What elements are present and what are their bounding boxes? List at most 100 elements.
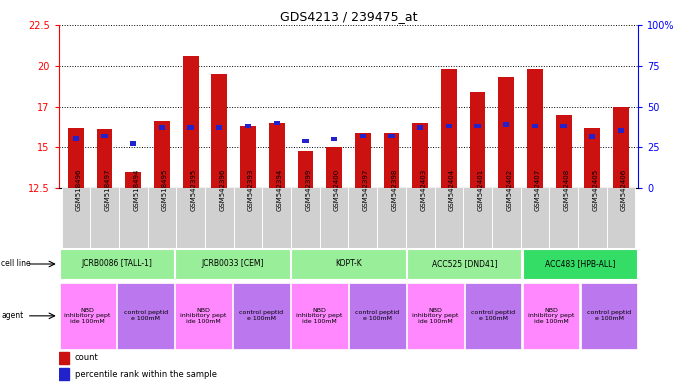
- Bar: [59, 352, 69, 364]
- Text: ACC483 [HPB-ALL]: ACC483 [HPB-ALL]: [545, 260, 615, 268]
- Bar: [584, 128, 600, 188]
- Bar: [407, 283, 464, 349]
- Text: JCRB0086 [TALL-1]: JCRB0086 [TALL-1]: [81, 260, 152, 268]
- Bar: [549, 188, 578, 248]
- Bar: [532, 124, 538, 128]
- Bar: [589, 134, 595, 139]
- Text: GSM542402: GSM542402: [506, 169, 512, 211]
- Bar: [470, 92, 486, 188]
- Bar: [205, 188, 234, 248]
- Text: GSM542393: GSM542393: [248, 169, 254, 211]
- Bar: [159, 126, 165, 130]
- Text: GSM518497: GSM518497: [105, 169, 110, 211]
- Bar: [503, 122, 509, 127]
- Bar: [349, 283, 406, 349]
- Text: count: count: [75, 353, 99, 362]
- Text: GSM542404: GSM542404: [449, 169, 455, 211]
- Text: control peptid
e 100mM: control peptid e 100mM: [587, 310, 631, 321]
- Bar: [463, 188, 492, 248]
- Bar: [435, 188, 463, 248]
- Bar: [59, 283, 116, 349]
- Text: GSM542397: GSM542397: [363, 169, 368, 211]
- Bar: [97, 129, 112, 188]
- Text: GSM542407: GSM542407: [535, 169, 541, 211]
- Text: percentile rank within the sample: percentile rank within the sample: [75, 370, 217, 379]
- Bar: [377, 188, 406, 248]
- Text: NBD
inhibitory pept
ide 100mM: NBD inhibitory pept ide 100mM: [180, 308, 227, 324]
- Bar: [331, 137, 337, 141]
- Text: NBD
inhibitory pept
ide 100mM: NBD inhibitory pept ide 100mM: [296, 308, 343, 324]
- Bar: [560, 124, 566, 128]
- Bar: [175, 283, 232, 349]
- Text: JCRB0033 [CEM]: JCRB0033 [CEM]: [201, 260, 264, 268]
- Text: GSM542396: GSM542396: [219, 169, 226, 211]
- Bar: [297, 151, 313, 188]
- Bar: [578, 188, 607, 248]
- Text: control peptid
e 100mM: control peptid e 100mM: [124, 310, 168, 321]
- Bar: [234, 188, 262, 248]
- Bar: [269, 123, 284, 188]
- Text: GSM542399: GSM542399: [306, 169, 311, 211]
- Bar: [555, 115, 571, 188]
- Bar: [441, 69, 457, 188]
- Text: control peptid
e 100mM: control peptid e 100mM: [239, 310, 284, 321]
- Text: GSM518494: GSM518494: [133, 169, 139, 211]
- Bar: [240, 126, 256, 188]
- Bar: [101, 134, 108, 138]
- Text: GSM542400: GSM542400: [334, 169, 340, 211]
- Bar: [188, 126, 194, 130]
- Bar: [523, 249, 638, 279]
- Text: GSM542405: GSM542405: [592, 169, 598, 211]
- Text: GSM542395: GSM542395: [190, 169, 197, 211]
- Text: NBD
inhibitory pept
ide 100mM: NBD inhibitory pept ide 100mM: [528, 308, 575, 324]
- Bar: [59, 249, 174, 279]
- Bar: [581, 283, 638, 349]
- Bar: [233, 283, 290, 349]
- Bar: [183, 56, 199, 188]
- Text: control peptid
e 100mM: control peptid e 100mM: [471, 310, 515, 321]
- Bar: [302, 139, 308, 143]
- Bar: [359, 134, 366, 138]
- Bar: [119, 188, 148, 248]
- Bar: [384, 132, 400, 188]
- Bar: [319, 188, 348, 248]
- Text: cell line: cell line: [1, 260, 31, 268]
- Bar: [618, 128, 624, 132]
- Bar: [291, 283, 348, 349]
- Text: GSM542403: GSM542403: [420, 169, 426, 211]
- Text: agent: agent: [1, 311, 23, 320]
- Bar: [492, 188, 521, 248]
- Bar: [348, 188, 377, 248]
- Text: ACC525 [DND41]: ACC525 [DND41]: [431, 260, 497, 268]
- Bar: [523, 283, 580, 349]
- Text: GSM542408: GSM542408: [564, 169, 570, 211]
- Bar: [130, 141, 137, 146]
- Bar: [211, 74, 227, 188]
- Bar: [417, 126, 424, 130]
- Text: GSM542394: GSM542394: [277, 169, 283, 211]
- Bar: [291, 249, 406, 279]
- Bar: [291, 188, 319, 248]
- Text: GSM518495: GSM518495: [162, 169, 168, 211]
- Text: NBD
inhibitory pept
ide 100mM: NBD inhibitory pept ide 100mM: [412, 308, 459, 324]
- Text: GDS4213 / 239475_at: GDS4213 / 239475_at: [279, 10, 417, 23]
- Bar: [407, 249, 522, 279]
- Bar: [498, 77, 514, 188]
- Bar: [388, 134, 395, 138]
- Text: GSM542401: GSM542401: [477, 169, 484, 211]
- Bar: [613, 106, 629, 188]
- Bar: [475, 124, 481, 128]
- Bar: [273, 121, 280, 125]
- Text: GSM542406: GSM542406: [621, 169, 627, 211]
- Text: GSM542398: GSM542398: [391, 169, 397, 211]
- Text: control peptid
e 100mM: control peptid e 100mM: [355, 310, 400, 321]
- Bar: [262, 188, 291, 248]
- Bar: [148, 188, 176, 248]
- Bar: [521, 188, 549, 248]
- Bar: [355, 132, 371, 188]
- Bar: [175, 249, 290, 279]
- Bar: [59, 368, 69, 381]
- Bar: [68, 128, 83, 188]
- Bar: [245, 124, 251, 128]
- Bar: [465, 283, 522, 349]
